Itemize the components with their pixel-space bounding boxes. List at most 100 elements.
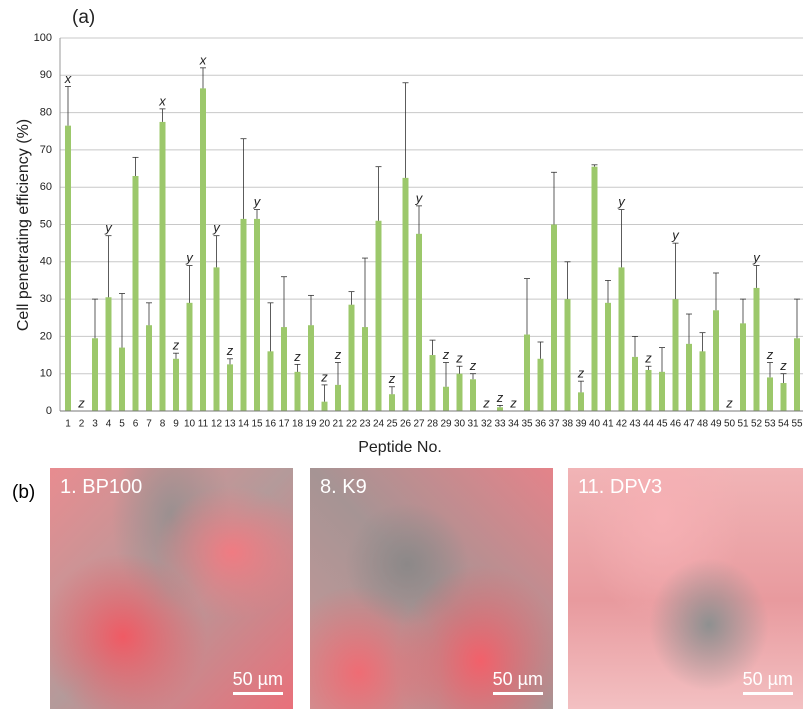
x-tick-label: 32 (481, 419, 493, 430)
x-tick-label: 11 (198, 419, 209, 430)
x-tick-label: 3 (92, 419, 98, 430)
image-label: 8. K9 (320, 476, 367, 499)
bar (457, 374, 463, 411)
annotation: z (226, 343, 234, 358)
annotation: z (766, 347, 774, 362)
y-tick-label: 50 (40, 218, 52, 230)
x-tick-label: 50 (724, 419, 736, 430)
annotation: z (388, 371, 396, 386)
y-tick-label: 70 (40, 144, 52, 156)
annotation: z (779, 358, 787, 373)
bar (106, 297, 112, 411)
x-tick-label: 17 (278, 419, 290, 430)
annotation: y (104, 220, 113, 235)
x-tick-label: 10 (184, 419, 196, 430)
bar (794, 338, 800, 411)
scale-bar: 50 µm (493, 669, 543, 695)
y-tick-label: 80 (40, 107, 52, 119)
x-tick-label: 2 (79, 419, 85, 430)
bar (700, 351, 706, 411)
x-tick-label: 45 (656, 419, 668, 430)
y-tick-label: 40 (40, 256, 52, 268)
bar (565, 299, 571, 411)
x-tick-label: 1 (65, 419, 71, 430)
x-tick-label: 13 (224, 419, 236, 430)
x-tick-label: 31 (467, 419, 479, 430)
bar (524, 335, 530, 411)
bar (119, 348, 125, 411)
annotation: x (64, 71, 72, 86)
bar (470, 379, 476, 411)
bar (767, 377, 773, 411)
y-tick-label: 10 (40, 368, 52, 380)
image-label: 1. BP100 (60, 476, 142, 499)
x-tick-label: 7 (146, 419, 152, 430)
y-axis-label: Cell penetrating efficiency (%) (15, 119, 32, 331)
annotation: z (320, 369, 328, 384)
annotation: z (644, 351, 652, 366)
bar (173, 359, 179, 411)
scale-bar: 50 µm (233, 669, 283, 695)
panel-label: (a) (72, 7, 95, 28)
bar (389, 394, 395, 411)
bar (673, 299, 679, 411)
bar (443, 387, 449, 411)
annotation: y (212, 220, 221, 235)
x-tick-label: 39 (575, 419, 587, 430)
bar (65, 126, 71, 411)
bar (133, 176, 139, 411)
bar (416, 234, 422, 411)
annotation: z (469, 358, 477, 373)
bar (497, 407, 503, 411)
bar (740, 323, 746, 411)
x-tick-label: 48 (697, 419, 709, 430)
bar (754, 288, 760, 411)
annotation: y (752, 250, 761, 265)
x-tick-label: 19 (305, 419, 317, 430)
x-tick-label: 18 (292, 419, 304, 430)
y-tick-label: 100 (34, 32, 52, 44)
bar (403, 178, 409, 411)
x-tick-label: 16 (265, 419, 277, 430)
bar (781, 383, 787, 411)
bar (551, 225, 557, 412)
x-axis-label: Peptide No. (358, 439, 442, 456)
bar (362, 327, 368, 411)
bar (686, 344, 692, 411)
bar (308, 325, 314, 411)
bar (592, 167, 598, 411)
bar (632, 357, 638, 411)
x-tick-label: 20 (319, 419, 331, 430)
bar (146, 325, 152, 411)
x-tick-label: 4 (106, 419, 112, 430)
annotation: y (185, 250, 194, 265)
annotation: x (199, 52, 207, 67)
y-tick-label: 60 (40, 181, 52, 193)
chart: (a) Peptide No. Cell penetrating efficie… (0, 0, 803, 460)
x-tick-label: 51 (737, 419, 749, 430)
bar (160, 122, 166, 411)
annotation: y (617, 194, 626, 209)
x-tick-label: 5 (119, 419, 125, 430)
annotation: z (442, 347, 450, 362)
annotation: y (253, 194, 262, 209)
annotation: z (577, 366, 585, 381)
x-tick-label: 25 (386, 419, 398, 430)
bar (430, 355, 436, 411)
x-tick-label: 49 (710, 419, 722, 430)
bar (349, 305, 355, 411)
x-tick-label: 30 (454, 419, 466, 430)
x-tick-label: 52 (751, 419, 763, 430)
bar (619, 267, 625, 411)
x-tick-label: 47 (683, 419, 695, 430)
annotation: z (482, 395, 490, 410)
annotation: z (77, 395, 85, 410)
x-tick-label: 33 (494, 419, 506, 430)
x-tick-label: 29 (440, 419, 452, 430)
scale-bar: 50 µm (743, 669, 793, 695)
x-tick-label: 41 (602, 419, 614, 430)
bar (578, 392, 584, 411)
micrograph: 8. K9 50 µm (310, 468, 553, 709)
bar (214, 267, 220, 411)
x-tick-label: 42 (616, 419, 628, 430)
